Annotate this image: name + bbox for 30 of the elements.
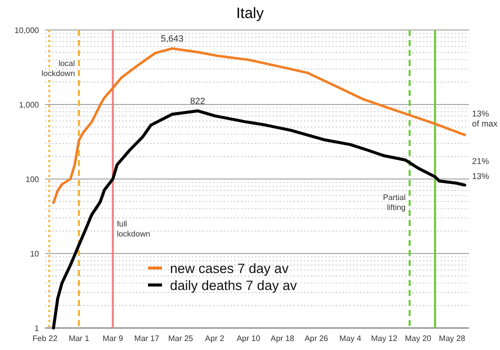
x-tick-label: Feb 22	[32, 334, 58, 343]
x-tick-label: May 20	[405, 334, 432, 343]
x-tick-label: Mar 9	[102, 334, 124, 343]
text: 13% of max	[472, 108, 498, 128]
x-tick-label: Apr 18	[270, 334, 295, 343]
x-tick-label: Apr 2	[205, 334, 225, 343]
y-tick-label: 1,000	[18, 100, 40, 110]
ref-line-label: full lockdown	[116, 220, 150, 239]
annotation: 5,643	[160, 34, 184, 44]
ref-line-label: local lockdown	[42, 58, 76, 78]
x-tick-label: Mar 25	[168, 334, 194, 343]
x-tick-label: May 28	[438, 334, 466, 343]
chart-title: Italy	[236, 5, 264, 22]
legend-label: daily deaths 7 day av	[170, 278, 298, 293]
y-tick-label: 1	[34, 324, 40, 333]
x-tick-label: May 4	[339, 334, 362, 343]
ref-line-label: Partial lifting	[382, 192, 406, 212]
annotation: 822	[190, 96, 206, 106]
y-tick-label: 10,000	[14, 26, 40, 35]
x-tick-label: May 12	[371, 334, 398, 343]
text: 13%	[472, 171, 490, 181]
line-series	[52, 109, 466, 330]
legend-label: new cases 7 day av	[170, 261, 289, 276]
x-tick-label: Apr 26	[304, 334, 329, 343]
text: 21%	[472, 156, 490, 166]
x-tick-label: Mar 17	[134, 334, 160, 343]
y-tick-label: 100	[26, 175, 40, 184]
x-tick-label: Apr 10	[236, 334, 261, 343]
x-tick-label: Mar 1	[68, 334, 90, 343]
y-tick-label: 10	[30, 250, 40, 258]
